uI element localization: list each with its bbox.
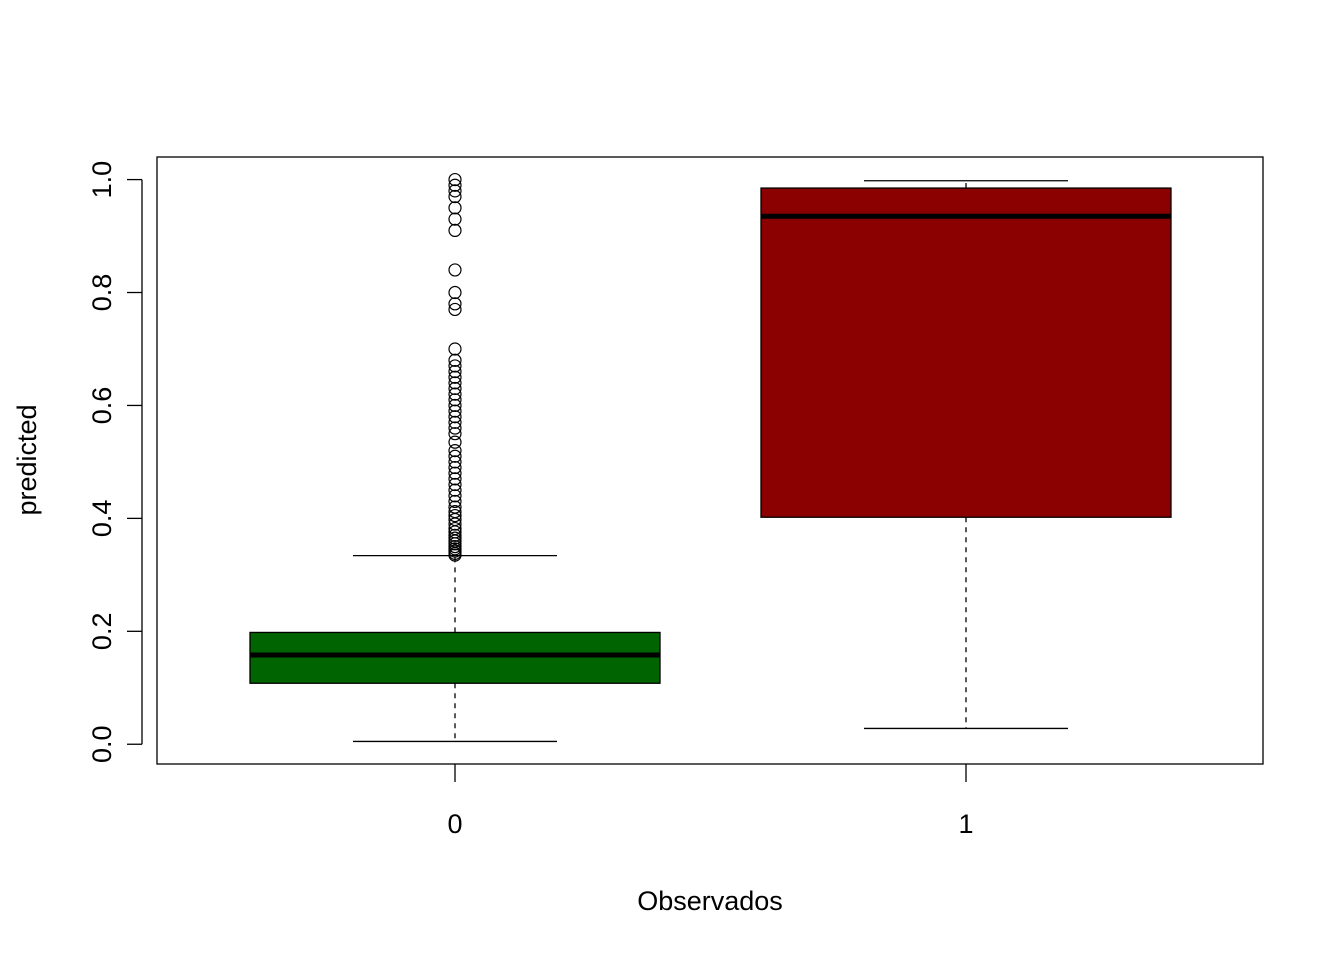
outlier-point	[448, 370, 462, 384]
outlier-point	[448, 449, 462, 463]
box-1	[760, 180, 1172, 730]
outlier-point	[448, 359, 462, 373]
outlier-point	[448, 477, 462, 492]
outlier-point	[448, 521, 462, 536]
outlier-point	[448, 531, 462, 545]
outlier-point	[448, 505, 462, 519]
outlier-point	[448, 387, 462, 401]
x-tick-label: 1	[958, 809, 973, 839]
y-tick-label: 0.0	[87, 725, 117, 763]
y-axis-label: predicted	[12, 404, 42, 515]
y-tick-label: 0.4	[87, 500, 117, 538]
box-0	[249, 172, 661, 743]
outlier-point	[448, 223, 462, 238]
outlier-point	[448, 201, 462, 215]
outlier-point	[448, 381, 462, 396]
y-tick-label: 0.8	[87, 274, 117, 312]
outlier-point	[448, 410, 462, 424]
outlier-point	[448, 528, 462, 542]
outlier-point	[448, 421, 462, 435]
box-iqr	[760, 187, 1172, 518]
outlier-point	[448, 302, 462, 317]
outlier-point	[448, 342, 462, 356]
outlier-point	[448, 483, 462, 497]
y-axis: 0.0 0.2 0.4 0.6 0.8 1.0	[87, 161, 143, 763]
outlier-point	[448, 353, 462, 367]
outlier-point	[448, 489, 462, 503]
outlier-point	[448, 184, 462, 198]
outlier-point	[448, 297, 462, 311]
outlier-point	[448, 212, 462, 226]
boxes	[249, 172, 1172, 743]
outlier-point	[448, 435, 462, 449]
outlier-point	[448, 404, 462, 418]
outlier-point	[448, 540, 462, 554]
outlier-point	[448, 460, 462, 475]
outlier-point	[448, 444, 462, 458]
plot-frame	[156, 156, 1264, 765]
outlier-point	[448, 364, 462, 379]
x-axis-label: Observados	[637, 886, 783, 916]
outlier-point	[448, 285, 462, 300]
outlier-point	[448, 189, 462, 204]
outlier-point	[448, 172, 462, 187]
y-tick-label: 0.2	[87, 613, 117, 651]
outlier-point	[448, 393, 462, 407]
outlier-point	[448, 398, 462, 413]
outlier-point	[448, 508, 462, 523]
y-tick-label: 1.0	[87, 161, 117, 199]
outlier-point	[448, 472, 462, 486]
outlier-point	[448, 455, 462, 469]
y-tick-label: 0.6	[87, 387, 117, 425]
outlier-point	[448, 500, 462, 514]
outlier-point	[448, 376, 462, 390]
outlier-point	[448, 415, 462, 429]
outlier-point	[448, 494, 462, 509]
outlier-point	[448, 263, 462, 277]
box-iqr	[249, 631, 661, 684]
outlier-point	[448, 178, 462, 192]
outlier-point	[448, 427, 462, 441]
outlier-point	[448, 466, 462, 480]
x-tick-label: 0	[447, 809, 462, 839]
